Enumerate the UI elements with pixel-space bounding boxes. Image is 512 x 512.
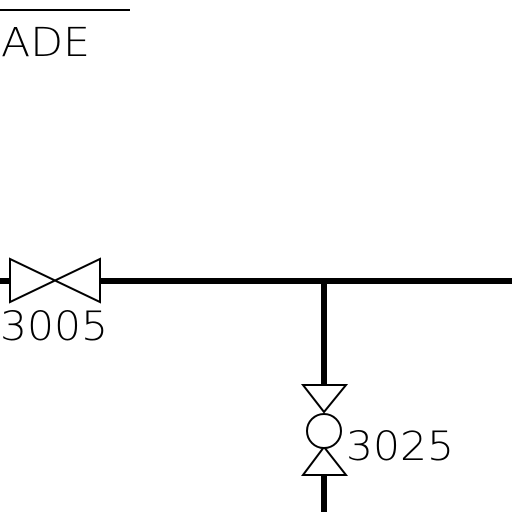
gate-valve-icon (9, 257, 101, 304)
valve-tag-3025: 3025 (346, 424, 454, 470)
valve-tag-3005: 3005 (0, 304, 108, 350)
title-text: ADE (1, 20, 90, 66)
title-block: ADE (0, 9, 130, 66)
ball-valve-lower-triangle (301, 445, 349, 476)
ball-valve-upper-triangle (300, 384, 349, 414)
ball-valve-3025[interactable]: 3025 (300, 384, 454, 476)
gate-valve-3005[interactable]: 3005 (0, 257, 108, 350)
ball-valve-icon (306, 413, 342, 449)
